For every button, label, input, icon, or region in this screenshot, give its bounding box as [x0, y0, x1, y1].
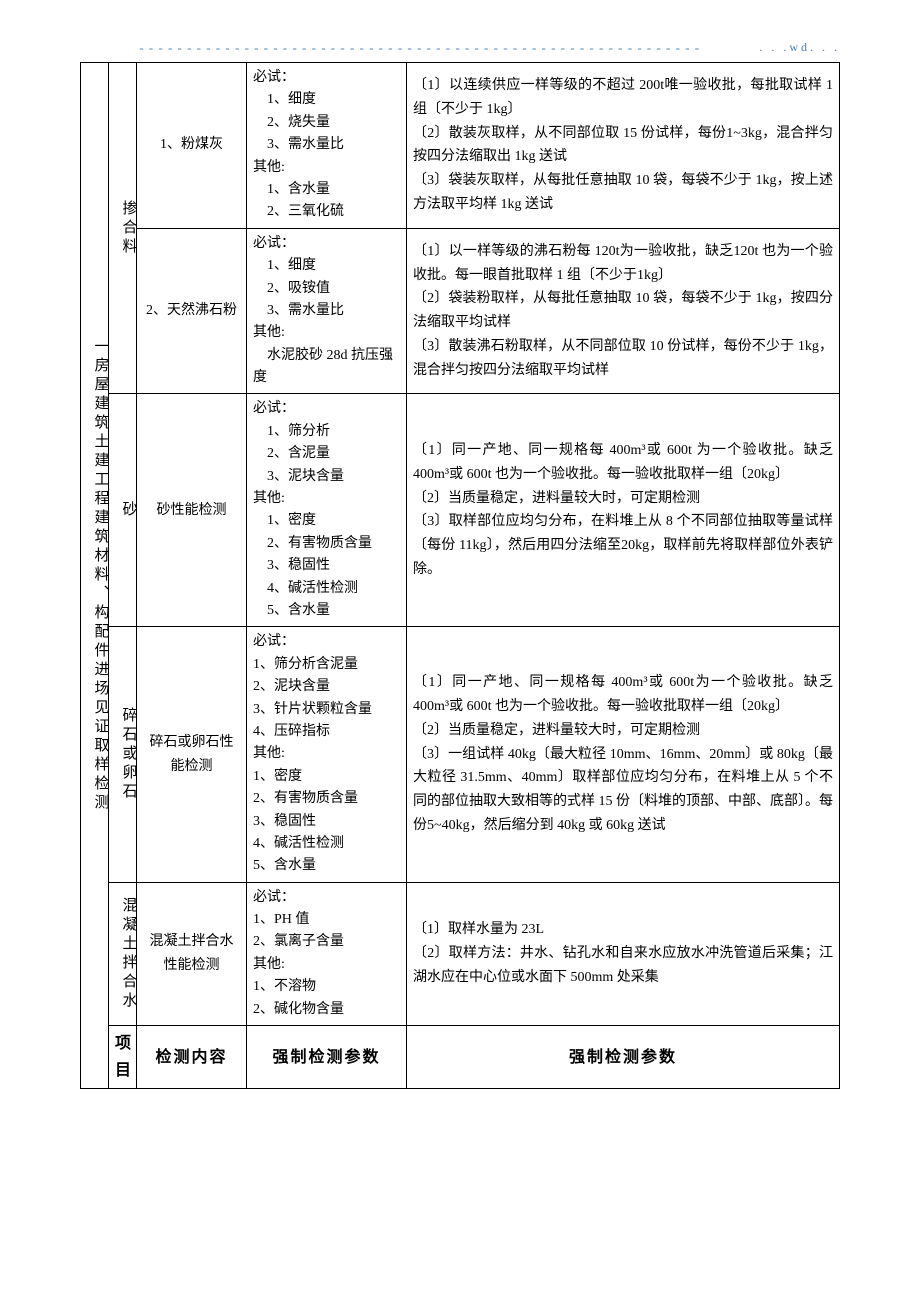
content-cell: 2、天然沸石粉	[137, 228, 247, 394]
group-label: 碎石或卵石	[115, 707, 141, 802]
group-label: 混凝土拌合水	[115, 897, 141, 1011]
desc-cell: 〔1〕同一产地、同一规格每 400m³或 600t 为一个验收批。缺乏 400m…	[407, 394, 840, 627]
desc-text: 〔1〕同一产地、同一规格每 400m³或 600t 为一个验收批。缺乏 400m…	[413, 443, 833, 577]
desc-cell: 〔1〕以一样等级的沸石粉每 120t为一验收批，缺乏120t 也为一个验收批。每…	[407, 228, 840, 394]
group-cell: 掺合料	[109, 63, 137, 394]
section-title-cell: 一房屋建筑土建工程建筑材料、构配件进场见证取样检测	[81, 63, 109, 1089]
header-col-params2: 强制检测参数	[407, 1026, 840, 1089]
desc-text: 〔1〕同一产地、同一规格每 400m³或 600t为一个验收批。缺乏 400m³…	[413, 675, 833, 833]
table-header-row: 项 目 检测内容 强制检测参数 强制检测参数	[81, 1026, 840, 1089]
header-col-content: 检测内容	[137, 1026, 247, 1089]
header-dash-line: - - - - - - - - - - - - - - - - - - - - …	[80, 40, 840, 56]
params-text: 必试： 1、筛分析含泥量 2、泥块含量 3、针片状颗粒含量 4、压碎指标 其他:…	[253, 634, 372, 873]
params-cell: 必试： 1、筛分析 2、含泥量 3、泥块含量 其他: 1、密度 2、有害物质含量…	[247, 394, 407, 627]
desc-cell: 〔1〕以连续供应一样等级的不超过 200t唯一验收批，每批取试样 1 组〔不少于…	[407, 63, 840, 229]
content-cell: 1、粉煤灰	[137, 63, 247, 229]
params-text: 必试： 1、筛分析 2、含泥量 3、泥块含量 其他: 1、密度 2、有害物质含量…	[253, 401, 372, 618]
document-page: - - - - - - - - - - - - - - - - - - - - …	[0, 0, 920, 1129]
table-row: 混凝土拌合水 混凝土拌合水性能检测 必试： 1、PH 值 2、氯离子含量 其他:…	[81, 882, 840, 1025]
desc-cell: 〔1〕同一产地、同一规格每 400m³或 600t为一个验收批。缺乏 400m³…	[407, 627, 840, 882]
desc-text: 〔1〕以连续供应一样等级的不超过 200t唯一验收批，每批取试样 1 组〔不少于…	[413, 78, 833, 212]
header-col-project: 项 目	[109, 1026, 137, 1089]
group-cell: 混凝土拌合水	[109, 882, 137, 1025]
table-row: 一房屋建筑土建工程建筑材料、构配件进场见证取样检测 掺合料 1、粉煤灰 必试： …	[81, 63, 840, 229]
table-row: 碎石或卵石 碎石或卵石性能检测 必试： 1、筛分析含泥量 2、泥块含量 3、针片…	[81, 627, 840, 882]
desc-cell: 〔1〕取样水量为 23L 〔2〕取样方法：井水、钻孔水和自来水应放水冲洗管道后采…	[407, 882, 840, 1025]
content-cell: 混凝土拌合水性能检测	[137, 882, 247, 1025]
params-cell: 必试： 1、细度 2、吸铵值 3、需水量比 其他: 水泥胶砂 28d 抗压强度	[247, 228, 407, 394]
desc-text: 〔1〕以一样等级的沸石粉每 120t为一验收批，缺乏120t 也为一个验收批。每…	[413, 244, 833, 378]
table-row: 砂 砂性能检测 必试： 1、筛分析 2、含泥量 3、泥块含量 其他: 1、密度 …	[81, 394, 840, 627]
group-cell: 砂	[109, 394, 137, 627]
group-label: 掺合料	[115, 200, 141, 257]
params-cell: 必试： 1、筛分析含泥量 2、泥块含量 3、针片状颗粒含量 4、压碎指标 其他:…	[247, 627, 407, 882]
header-dashes-left: - - - - - - - - - - - - - - - - - - - - …	[139, 40, 700, 55]
params-text: 必试： 1、PH 值 2、氯离子含量 其他: 1、不溶物 2、碱化物含量	[253, 890, 344, 1017]
group-cell: 碎石或卵石	[109, 627, 137, 882]
params-text: 必试： 1、细度 2、吸铵值 3、需水量比 其他: 水泥胶砂 28d 抗压强度	[253, 236, 393, 385]
main-table: 一房屋建筑土建工程建筑材料、构配件进场见证取样检测 掺合料 1、粉煤灰 必试： …	[80, 62, 840, 1089]
group-label: 砂	[115, 501, 141, 520]
table-row: 2、天然沸石粉 必试： 1、细度 2、吸铵值 3、需水量比 其他: 水泥胶砂 2…	[81, 228, 840, 394]
content-cell: 砂性能检测	[137, 394, 247, 627]
params-cell: 必试： 1、PH 值 2、氯离子含量 其他: 1、不溶物 2、碱化物含量	[247, 882, 407, 1025]
content-cell: 碎石或卵石性能检测	[137, 627, 247, 882]
params-text: 必试： 1、细度 2、烧失量 3、需水量比 其他: 1、含水量 2、三氧化硫	[253, 70, 344, 219]
section-title: 一房屋建筑土建工程建筑材料、构配件进场见证取样检测	[87, 338, 113, 813]
params-cell: 必试： 1、细度 2、烧失量 3、需水量比 其他: 1、含水量 2、三氧化硫	[247, 63, 407, 229]
header-col-params1: 强制检测参数	[247, 1026, 407, 1089]
desc-text: 〔1〕取样水量为 23L 〔2〕取样方法：井水、钻孔水和自来水应放水冲洗管道后采…	[413, 922, 833, 985]
header-wd-mark: . . .wd. . .	[759, 40, 840, 55]
